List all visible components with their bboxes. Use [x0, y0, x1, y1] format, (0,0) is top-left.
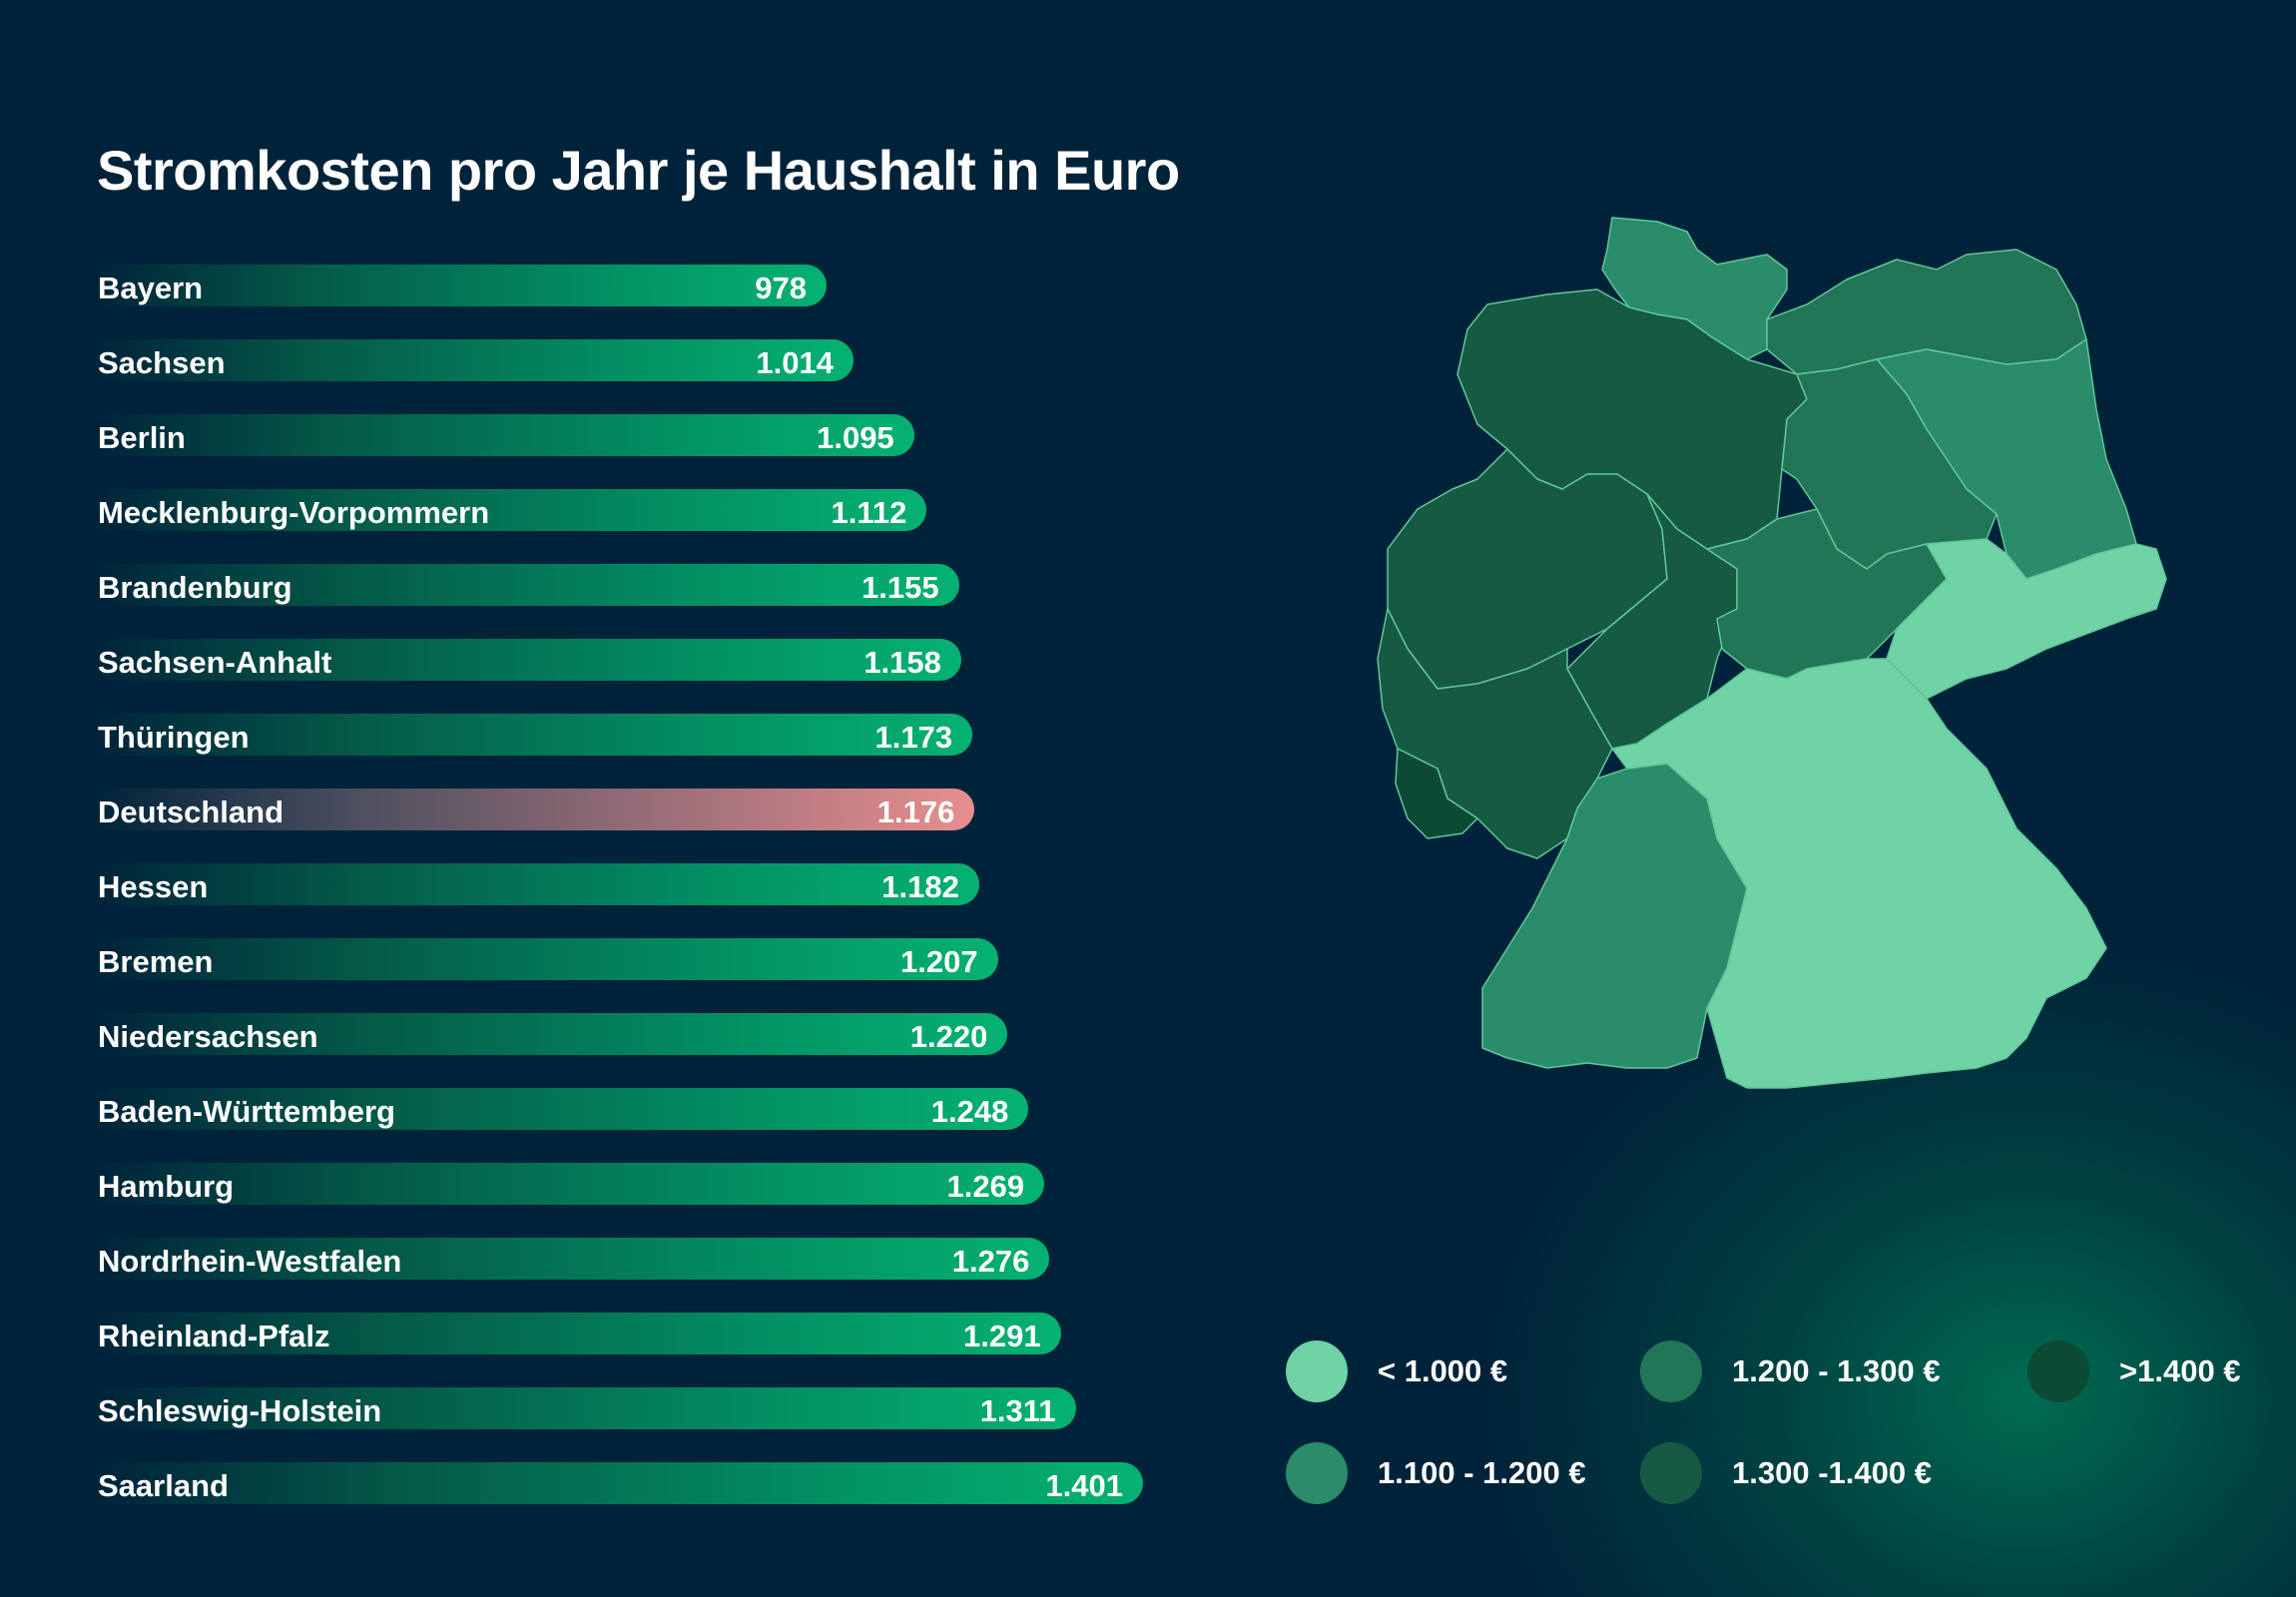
map-region-bayern — [1611, 658, 2107, 1089]
bar — [95, 1163, 1045, 1205]
bar-category-label: Berlin — [98, 420, 186, 455]
bar — [95, 714, 973, 756]
bar-value-label: 1.158 — [863, 645, 941, 680]
bar — [95, 1013, 1008, 1055]
bar-value-label: 978 — [755, 270, 807, 305]
bar — [95, 789, 975, 830]
legend-swatch — [1286, 1442, 1348, 1504]
bar-value-label: 1.014 — [756, 345, 834, 380]
bar-value-label: 1.207 — [900, 944, 978, 979]
bar-row: Rheinland-Pfalz 1.291 — [95, 1313, 1293, 1354]
bar-row: Hessen 1.182 — [95, 863, 1293, 905]
bar-value-label: 1.176 — [876, 795, 955, 829]
bar-category-label: Baden-Württemberg — [98, 1094, 395, 1129]
bar — [95, 863, 979, 905]
bar-category-label: Nordrhein-Westfalen — [98, 1244, 402, 1279]
bar-row: Thüringen 1.173 — [95, 714, 1293, 756]
bar — [95, 639, 961, 681]
bar-category-label: Hamburg — [98, 1169, 235, 1204]
bar-value-label: 1.155 — [861, 570, 939, 605]
bar-row: Schleswig-Holstein 1.311 — [95, 1387, 1293, 1429]
legend-swatch — [1640, 1340, 1702, 1402]
bar-category-label: Hessen — [98, 869, 209, 904]
legend-swatch — [1640, 1442, 1702, 1504]
bar-row: Bremen 1.207 — [95, 938, 1293, 980]
bar-row: Bayern 978 — [95, 265, 1293, 306]
bar-row: Niedersachsen 1.220 — [95, 1013, 1293, 1055]
bar-value-label: 1.173 — [874, 720, 953, 755]
bar-row: Sachsen-Anhalt 1.158 — [95, 639, 1293, 681]
bar-value-label: 1.095 — [817, 420, 894, 455]
bar-category-label: Brandenburg — [98, 570, 292, 605]
legend-item: 1.200 - 1.300 € — [1640, 1340, 1941, 1402]
bar — [95, 339, 854, 381]
legend-label: 1.300 -1.400 € — [1732, 1455, 1932, 1490]
legend-item: 1.100 - 1.200 € — [1286, 1442, 1586, 1504]
bar-value-label: 1.112 — [831, 495, 907, 530]
legend-item: 1.300 -1.400 € — [1640, 1442, 1932, 1504]
bar-row: Hamburg 1.269 — [95, 1163, 1293, 1205]
bar-category-label: Schleswig-Holstein — [98, 1393, 382, 1428]
legend-label: >1.400 € — [2119, 1353, 2241, 1388]
bar-category-label: Thüringen — [98, 720, 250, 755]
bar — [95, 1088, 1029, 1130]
bar — [95, 1313, 1061, 1354]
legend-label: < 1.000 € — [1378, 1353, 1508, 1388]
bar-category-label: Sachsen-Anhalt — [98, 645, 332, 680]
bar-category-label: Bremen — [98, 944, 214, 979]
bar-row: Sachsen 1.014 — [95, 339, 1293, 381]
bar — [95, 265, 827, 306]
bar-chart: Bayern 978 Sachsen 1.014 Berlin 1.095 Mecklenb… — [95, 265, 1293, 1537]
bar-value-label: 1.182 — [881, 869, 959, 904]
bar-row: Baden-Württemberg 1.248 — [95, 1088, 1293, 1130]
bar-row: Brandenburg 1.155 — [95, 564, 1293, 606]
bar-value-label: 1.220 — [909, 1019, 988, 1054]
bar-row: Nordrhein-Westfalen 1.276 — [95, 1238, 1293, 1280]
bar-value-label: 1.401 — [1045, 1468, 1123, 1503]
bar — [95, 489, 927, 531]
legend-label: 1.100 - 1.200 € — [1378, 1455, 1586, 1490]
bar-category-label: Bayern — [98, 270, 204, 305]
map-region-sachsen — [1886, 538, 2167, 700]
bar-category-label: Saarland — [98, 1468, 229, 1503]
bar — [95, 1387, 1076, 1429]
bar-value-label: 1.248 — [930, 1094, 1009, 1129]
map-region-saarland — [1395, 748, 1478, 839]
bar-category-label: Sachsen — [98, 345, 226, 380]
legend-item: < 1.000 € — [1286, 1340, 1507, 1402]
bar-value-label: 1.269 — [946, 1169, 1025, 1204]
legend-swatch — [2027, 1340, 2089, 1402]
bar-value-label: 1.291 — [962, 1319, 1041, 1353]
bar-category-label: Mecklenburg-Vorpommern — [98, 495, 490, 530]
legend-swatch — [1286, 1340, 1348, 1402]
bar — [95, 1462, 1143, 1504]
germany-map — [1377, 217, 2167, 1089]
bar-category-label: Deutschland — [98, 795, 285, 829]
map-legend: < 1.000 € 1.100 - 1.200 € 1.200 - 1.300 … — [1286, 1340, 2284, 1520]
bar — [95, 1238, 1050, 1280]
chart-title: Stromkosten pro Jahr je Haushalt in Euro — [97, 139, 1180, 202]
bar — [95, 938, 998, 980]
bar-value-label: 1.276 — [951, 1244, 1030, 1279]
legend-label: 1.200 - 1.300 € — [1732, 1353, 1941, 1388]
bar-row: Deutschland 1.176 — [95, 789, 1293, 830]
bar-value-label: 1.311 — [979, 1393, 1056, 1428]
bar-row: Berlin 1.095 — [95, 414, 1293, 456]
legend-item: >1.400 € — [2027, 1340, 2241, 1402]
bar — [95, 564, 959, 606]
bar — [95, 414, 914, 456]
bar-row: Saarland 1.401 — [95, 1462, 1293, 1504]
bar-row: Mecklenburg-Vorpommern 1.112 — [95, 489, 1293, 531]
bar-category-label: Niedersachsen — [98, 1019, 318, 1054]
bar-category-label: Rheinland-Pfalz — [98, 1319, 330, 1353]
